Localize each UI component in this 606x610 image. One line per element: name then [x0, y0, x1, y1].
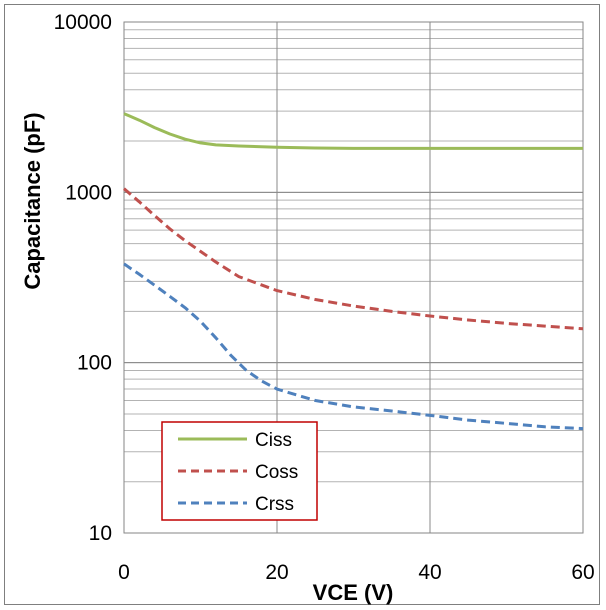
series-line-coss	[123, 187, 584, 331]
plot-area	[123, 21, 584, 534]
x-tick-label: 60	[571, 561, 594, 584]
y-axis-title: Capacitance (pF)	[20, 112, 45, 289]
legend-label-ciss: Ciss	[255, 430, 292, 451]
x-tick-label: 0	[118, 561, 130, 584]
y-tick-label: 100	[77, 352, 112, 375]
series-line-crss	[123, 262, 584, 431]
series-lines	[123, 112, 584, 431]
x-axis-title: VCE (V)	[313, 580, 394, 605]
legend-label-crss: Crss	[255, 494, 294, 515]
y-tick-labels: 10 100 1000 10000	[54, 11, 112, 545]
series-line-ciss	[123, 112, 583, 150]
legend-label-coss: Coss	[255, 462, 298, 483]
legend: Ciss Coss Crss	[161, 421, 318, 521]
x-tick-labels: 0 20 40 60	[118, 561, 595, 584]
x-tick-label: 20	[265, 561, 288, 584]
y-tick-label: 10000	[54, 11, 112, 34]
y-tick-label: 1000	[65, 181, 112, 204]
x-tick-label: 40	[418, 561, 441, 584]
y-tick-label: 10	[89, 522, 112, 545]
